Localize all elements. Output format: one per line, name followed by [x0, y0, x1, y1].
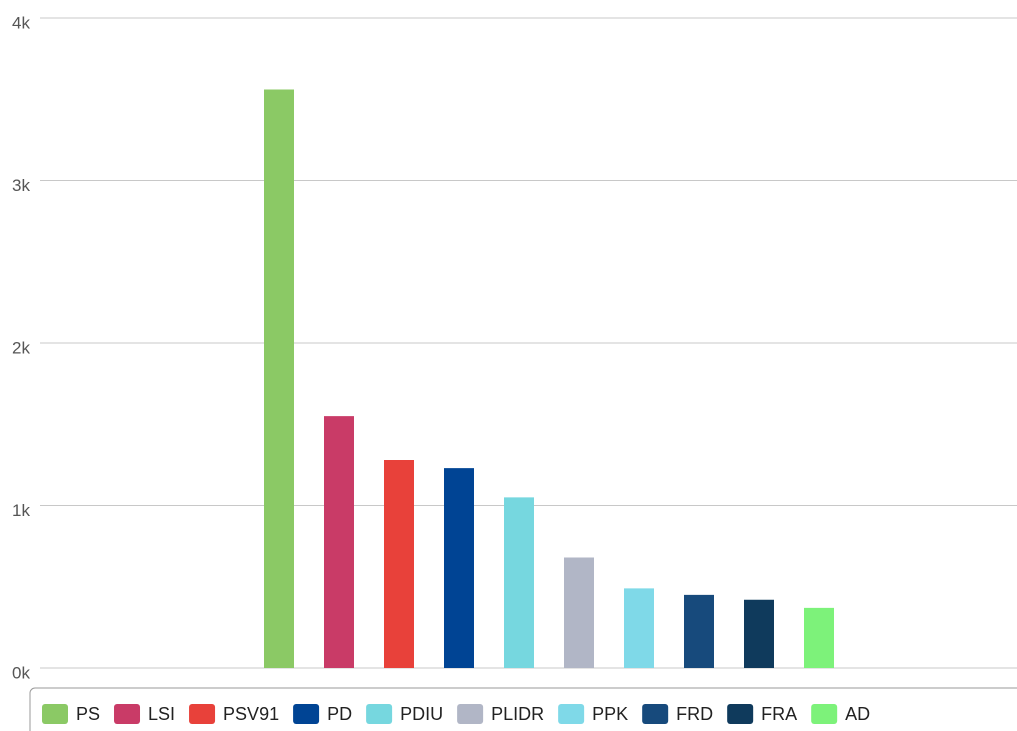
bar: [264, 89, 294, 668]
legend-swatch: [811, 704, 838, 724]
legend-swatch: [457, 704, 484, 724]
legend-label: FRD: [676, 704, 713, 724]
legend-swatch: [366, 704, 393, 724]
legend-label: PDIU: [400, 704, 443, 724]
legend-swatch: [189, 704, 216, 724]
legend-label: PLIDR: [491, 704, 544, 724]
legend-swatch: [642, 704, 669, 724]
legend-swatch: [114, 704, 141, 724]
legend-swatch: [293, 704, 320, 724]
bar: [564, 557, 594, 668]
bar: [384, 460, 414, 668]
legend-label: AD: [845, 704, 870, 724]
legend-box: [29, 687, 1017, 731]
legend-label: FRA: [761, 704, 797, 724]
y-tick-label: 2k: [12, 338, 30, 357]
bar: [324, 416, 354, 668]
bar: [624, 588, 654, 668]
legend-swatch: [558, 704, 585, 724]
legend-label: PPK: [592, 704, 628, 724]
legend-label: PD: [327, 704, 352, 724]
legend-swatch: [727, 704, 754, 724]
legend-swatch: [42, 704, 68, 724]
y-tick-label: 0k: [12, 663, 30, 682]
bar: [684, 594, 714, 668]
bar: [744, 599, 774, 668]
legend-label: LSI: [148, 704, 175, 724]
y-tick-label: 1k: [12, 501, 30, 520]
bar: [444, 468, 474, 668]
legend-label: PS: [76, 704, 100, 724]
bar: [804, 607, 834, 668]
bar: [504, 497, 534, 668]
y-tick-label: 3k: [12, 176, 30, 195]
legend-label: PSV91: [223, 704, 279, 724]
y-tick-label: 4k: [12, 13, 30, 32]
